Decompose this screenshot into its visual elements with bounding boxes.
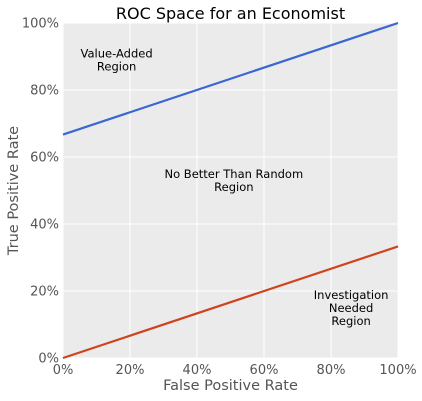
annotation-2-line: Region bbox=[214, 180, 253, 194]
annotation-1-line: Value-Added bbox=[81, 46, 153, 60]
annotation-3-line: Region bbox=[331, 314, 370, 328]
series-line-2 bbox=[62, 245, 399, 360]
x-tick-label: 100% bbox=[379, 363, 416, 378]
y-tick-label: 100% bbox=[22, 17, 59, 32]
y-tick-label: 60% bbox=[30, 151, 59, 166]
x-tick-labels: 0% 20% 40% 60% 80% 100% bbox=[53, 363, 417, 378]
y-tick-label: 0% bbox=[38, 352, 59, 367]
y-tick-labels: 0% 20% 40% 60% 80% 100% bbox=[22, 17, 59, 367]
grid-lines bbox=[62, 22, 399, 359]
chart-title: ROC Space for an Economist bbox=[116, 4, 345, 23]
x-tick-label: 80% bbox=[317, 363, 346, 378]
annotation-3-line: Investigation bbox=[314, 288, 389, 302]
x-tick-label: 0% bbox=[53, 363, 74, 378]
x-tick-label: 20% bbox=[116, 363, 145, 378]
y-tick-label: 40% bbox=[30, 218, 59, 233]
annotation-1-line: Region bbox=[97, 59, 136, 73]
annotation-2-line: No Better Than Random bbox=[165, 167, 304, 181]
x-axis-label: False Positive Rate bbox=[163, 378, 298, 394]
series-lines bbox=[62, 21, 399, 360]
x-tick-label: 60% bbox=[250, 363, 279, 378]
y-tick-label: 20% bbox=[30, 285, 59, 300]
y-tick-label: 80% bbox=[30, 84, 59, 99]
x-tick-label: 40% bbox=[183, 363, 212, 378]
series-line-1 bbox=[62, 21, 399, 136]
y-axis-label: True Positive Rate bbox=[6, 126, 22, 256]
annotation-3-line: Needed bbox=[329, 301, 373, 315]
